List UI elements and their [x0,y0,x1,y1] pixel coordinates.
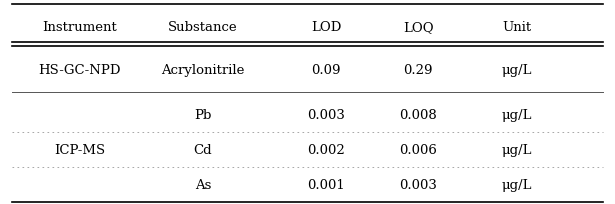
Text: 0.008: 0.008 [399,109,437,122]
Text: ICP-MS: ICP-MS [54,143,106,156]
Text: 0.002: 0.002 [307,143,345,156]
Text: Instrument: Instrument [42,21,117,34]
Text: 0.001: 0.001 [307,178,345,191]
Text: μg/L: μg/L [501,143,532,156]
Text: μg/L: μg/L [501,178,532,191]
Text: LOQ: LOQ [403,21,434,34]
Text: As: As [195,178,211,191]
Text: Unit: Unit [502,21,531,34]
Text: 0.006: 0.006 [399,143,437,156]
Text: LOD: LOD [311,21,341,34]
Text: 0.09: 0.09 [311,64,341,77]
Text: 0.003: 0.003 [307,109,345,122]
Text: Substance: Substance [168,21,238,34]
Text: Cd: Cd [194,143,212,156]
Text: μg/L: μg/L [501,109,532,122]
Text: μg/L: μg/L [501,64,532,77]
Text: HS-GC-NPD: HS-GC-NPD [39,64,121,77]
Text: 0.29: 0.29 [403,64,433,77]
Text: Pb: Pb [194,109,212,122]
Text: 0.003: 0.003 [399,178,437,191]
Text: Acrylonitrile: Acrylonitrile [161,64,245,77]
